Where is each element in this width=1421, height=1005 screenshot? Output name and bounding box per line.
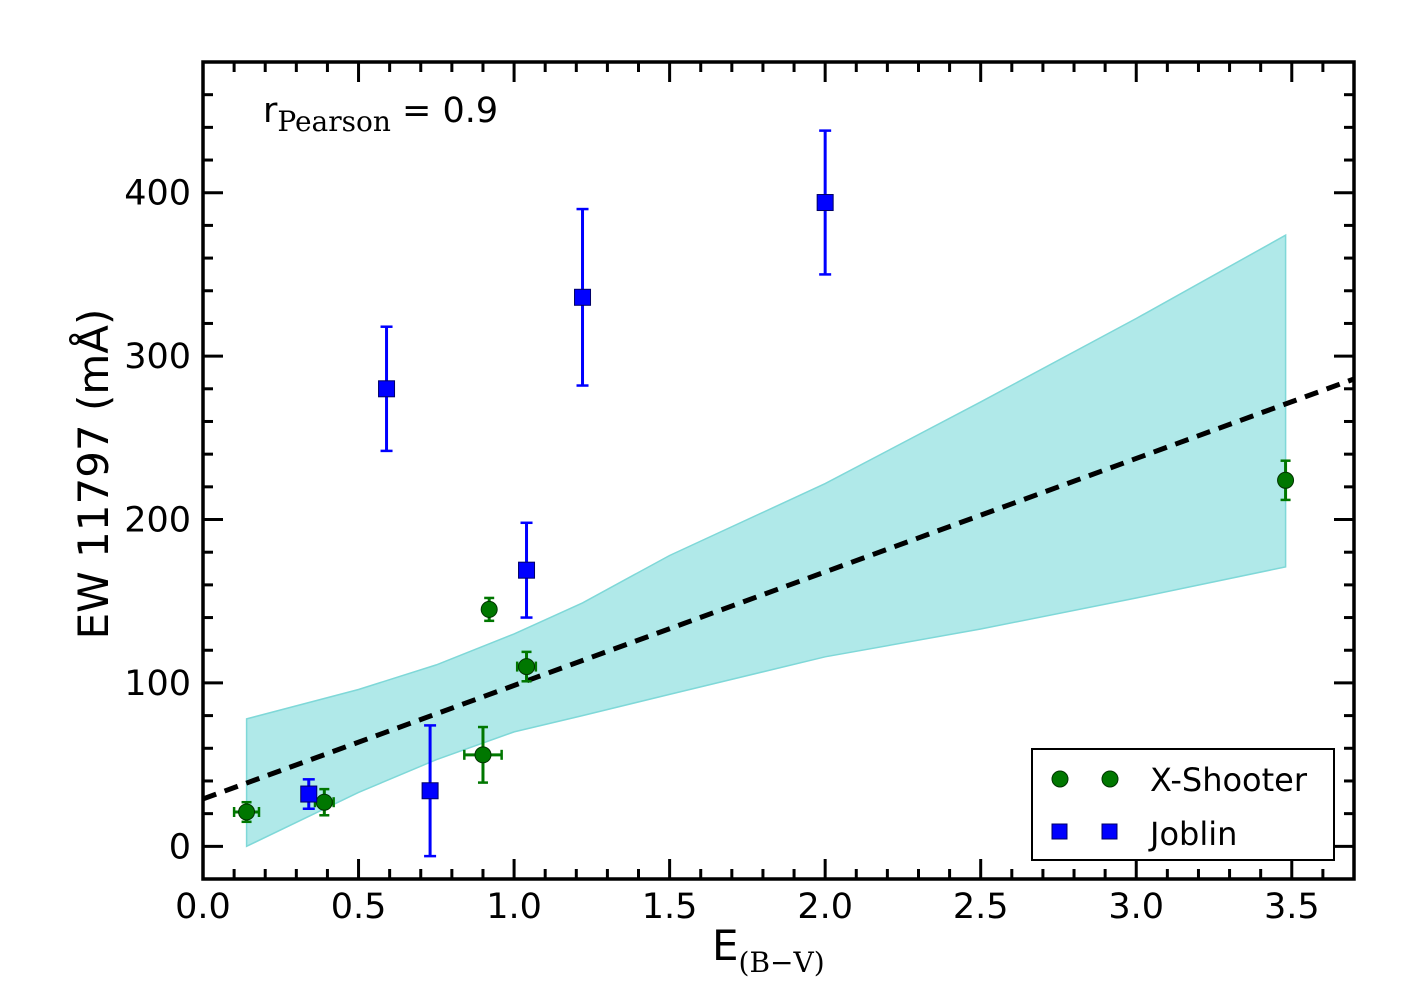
x-shooter-point-5 [515,650,538,683]
x-axis-label-main: E [712,921,739,970]
x-shooter-marker [238,803,256,821]
joblin-point-6 [816,129,834,276]
joblin-marker [300,785,318,803]
x-tick-label: 2.5 [953,887,1009,927]
x-shooter-marker [474,746,492,764]
legend-marker-joblin-1 [1051,823,1068,840]
x-shooter-marker [315,793,333,811]
pearson-annotation-suffix: = 0.9 [391,91,498,131]
legend-marker-xshooter-2 [1101,770,1119,788]
pearson-annotation: rPearson = 0.9 [263,91,498,138]
x-tick-label: 0.5 [331,887,387,927]
x-shooter-marker [518,658,536,676]
plot-frame [201,60,1356,881]
joblin-marker [421,782,439,800]
y-tick-label: 200 [124,501,191,541]
y-axis-label: EW 11797 (mÅ) [68,309,118,640]
x-tick-label: 2.0 [797,887,853,927]
pearson-annotation-sub: Pearson [277,105,391,138]
confidence-band-layer [245,233,1287,848]
joblin-marker [518,561,536,579]
legend-label-joblin: Joblin [1148,815,1237,853]
y-tick-label: 100 [124,664,191,704]
x-shooter-point-6 [1277,459,1295,502]
x-shooter-point-1 [232,800,261,824]
x-shooter-point-4 [480,596,498,623]
legend-marker-xshooter-1 [1051,770,1069,788]
x-tick-label: 0.0 [175,887,231,927]
x-tick-label: 3.0 [1108,887,1164,927]
fit-line-layer [202,376,1355,802]
x-tick-label: 1.5 [642,887,698,927]
x-tick-label: 3.5 [1264,887,1320,927]
x-shooter-point-2 [313,787,335,817]
y-tick-label: 0 [169,827,191,867]
data-points-layer [232,129,1295,858]
joblin-point-5 [574,207,592,387]
x-shooter-marker [1277,471,1295,489]
legend-box [1031,748,1335,861]
y-tick-labels: 0 100 200 300 400 [124,174,191,868]
y-tick-label: 300 [124,337,191,377]
joblin-marker [574,288,592,306]
joblin-point-4 [518,521,536,619]
joblin-marker [378,380,396,398]
x-axis-label-sub: (B−V) [739,946,825,979]
x-tick-labels: 0.0 0.5 1.0 1.5 2.0 2.5 3.0 3.5 [175,887,1319,927]
confidence-band [245,233,1287,848]
x-shooter-marker [480,600,498,618]
y-tick-label: 400 [124,174,191,214]
legend: X-Shooter Joblin [1031,748,1335,861]
joblin-point-3 [421,724,439,858]
fit-line [202,376,1355,802]
x-shooter-point-3 [463,725,503,784]
joblin-point-2 [378,325,396,453]
joblin-marker [816,194,834,212]
legend-label-xshooter: X-Shooter [1150,761,1308,799]
legend-marker-joblin-2 [1101,823,1118,840]
x-axis-label: E(B−V) [712,921,825,979]
joblin-point-1 [300,778,318,810]
pearson-annotation-main: r [263,91,278,131]
x-tick-label: 1.0 [486,887,542,927]
